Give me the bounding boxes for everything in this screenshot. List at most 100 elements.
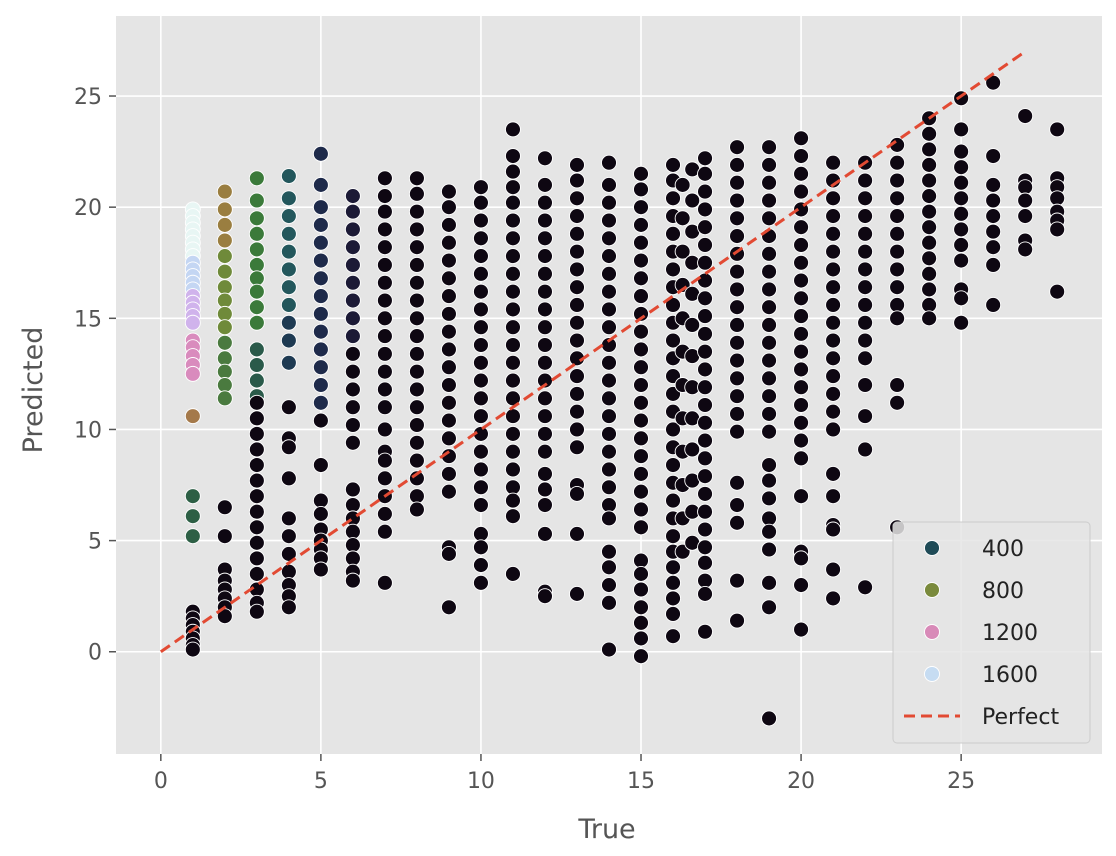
scatter-point-574 <box>921 234 938 251</box>
scatter-point-200 <box>440 252 457 269</box>
scatter-point-220 <box>472 230 489 247</box>
scatter-point-296 <box>569 314 585 331</box>
legend: 400 800 1200 1600 Perfect <box>892 521 1091 744</box>
scatter-point-241 <box>505 148 521 164</box>
scatter-point-167 <box>376 399 393 416</box>
scatter-point-512 <box>793 577 810 594</box>
scatter-point-123 <box>312 457 329 473</box>
scatter-point-355 <box>633 552 649 569</box>
scatter-point-561 <box>889 297 906 313</box>
scatter-point-184 <box>408 310 425 327</box>
perfect-line <box>159 50 1027 653</box>
scatter-point-335 <box>633 181 649 198</box>
scatter-point-259 <box>505 461 521 478</box>
scatter-point-168 <box>376 421 393 438</box>
scatter-point-450 <box>729 281 746 298</box>
scatter-point-387 <box>665 590 681 607</box>
y-axis-ticks: 0 5 10 15 20 25 <box>74 85 116 666</box>
scatter-point-109 <box>312 176 329 193</box>
scatter-point-92 <box>280 279 297 296</box>
scatter-point-112 <box>312 234 329 251</box>
scatter-point-407 <box>684 317 701 333</box>
scatter-point-416 <box>697 165 713 182</box>
scatter-point-82 <box>248 565 265 582</box>
scatter-point-192 <box>408 452 425 469</box>
scatter-point-511 <box>793 550 810 567</box>
scatter-point-415 <box>697 150 713 167</box>
scatter-point-331 <box>601 577 617 594</box>
scatter-point-48 <box>216 390 233 407</box>
scatter-point-537 <box>857 172 874 189</box>
scatter-point-179 <box>408 221 425 238</box>
scatter-point-239 <box>472 574 489 591</box>
scatter-point-411 <box>684 441 701 458</box>
scatter-point-576 <box>921 265 938 282</box>
scatter-point-550 <box>857 441 874 458</box>
scatter-point-101 <box>280 510 297 527</box>
scatter-point-325 <box>601 461 617 478</box>
scatter-point-188 <box>408 381 425 398</box>
scatter-point-43 <box>216 319 233 336</box>
scatter-point-166 <box>376 381 393 398</box>
scatter-point-463 <box>729 612 746 629</box>
scatter-point-513 <box>793 621 810 638</box>
scatter-point-486 <box>761 541 778 558</box>
scatter-point-198 <box>440 217 457 233</box>
y-tick-label-3: 15 <box>74 307 102 332</box>
scatter-point-114 <box>312 270 329 287</box>
scatter-point-477 <box>761 370 778 387</box>
scatter-point-361 <box>633 648 649 665</box>
scatter-point-359 <box>633 614 649 631</box>
scatter-point-357 <box>633 581 649 598</box>
scatter-point-131 <box>344 188 361 205</box>
scatter-point-272 <box>537 301 553 318</box>
scatter-point-136 <box>344 274 361 291</box>
scatter-point-324 <box>601 443 617 460</box>
scatter-point-210 <box>440 430 457 447</box>
scatter-point-615 <box>1049 221 1066 238</box>
scatter-point-423 <box>697 290 713 307</box>
scatter-point-266 <box>537 194 553 211</box>
scatter-point-542 <box>857 261 874 278</box>
scatter-point-208 <box>440 394 457 411</box>
scatter-point-322 <box>601 408 617 425</box>
scatter-point-279 <box>537 425 553 442</box>
scatter-point-271 <box>537 283 553 300</box>
scatter-point-529 <box>825 421 842 438</box>
scatter-point-218 <box>472 194 489 211</box>
scatter-point-353 <box>633 501 649 518</box>
x-axis-ticks: 0 5 10 15 20 25 <box>154 754 975 794</box>
scatter-point-125 <box>312 505 329 522</box>
scatter-point-162 <box>376 310 393 327</box>
scatter-point-336 <box>633 199 649 216</box>
scatter-point-598 <box>985 223 1002 240</box>
scatter-point-72 <box>248 410 265 427</box>
scatter-point-500 <box>793 308 810 325</box>
scatter-point-352 <box>633 483 649 500</box>
scatter-point-585 <box>953 190 970 207</box>
scatter-point-518 <box>825 225 842 242</box>
scatter-point-496 <box>793 237 810 253</box>
scatter-point-605 <box>1017 192 1034 209</box>
scatter-point-372 <box>665 332 681 349</box>
x-tick-label-4: 20 <box>787 769 815 794</box>
scatter-point-137 <box>344 292 361 309</box>
scatter-point-441 <box>697 623 713 640</box>
scatter-point-460 <box>729 497 746 513</box>
scatter-point-270 <box>537 265 553 282</box>
scatter-point-77 <box>248 488 265 505</box>
scatter-point-354 <box>633 519 649 536</box>
scatter-points <box>184 74 1066 727</box>
scatter-point-342 <box>633 305 649 322</box>
scatter-point-338 <box>633 234 649 251</box>
scatter-point-350 <box>633 448 649 465</box>
scatter-point-268 <box>537 230 553 247</box>
scatter-point-205 <box>440 341 457 358</box>
scatter-point-351 <box>633 465 649 482</box>
scatter-point-523 <box>825 314 842 331</box>
scatter-point-453 <box>729 334 746 351</box>
scatter-point-160 <box>376 274 393 291</box>
scatter-point-164 <box>376 345 393 362</box>
scatter-point-483 <box>761 490 778 507</box>
scatter-point-227 <box>472 354 489 371</box>
